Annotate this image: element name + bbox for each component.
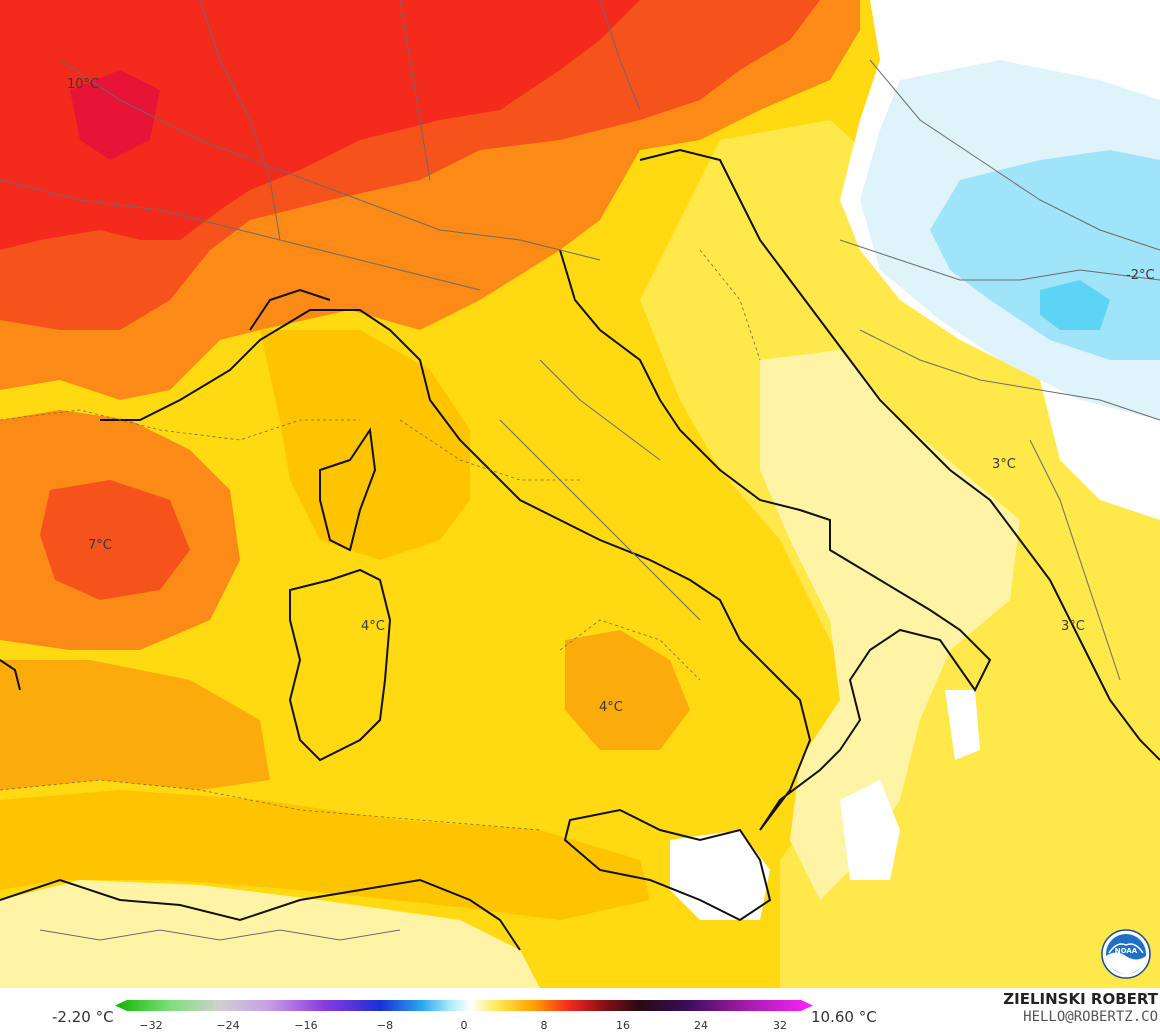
zone-white-east-sea — [945, 690, 980, 760]
balkan-coast — [639, 148, 1160, 761]
temp-label-3c-adriatic: 3°C — [992, 457, 1016, 472]
isotherm-1 — [0, 409, 360, 441]
legend-tick: 8 — [540, 1019, 548, 1032]
coastlines — [0, 148, 1160, 951]
region-borders — [0, 0, 1160, 941]
legend-max-value: 10.60 °C — [811, 1008, 877, 1026]
legend-tick: −32 — [139, 1019, 163, 1032]
zone-deepcyan-core — [1040, 280, 1110, 330]
border-line-6 — [869, 59, 1160, 251]
border-line-12 — [39, 929, 401, 941]
border-line-4 — [399, 0, 431, 181]
legend-tick: −24 — [216, 1019, 240, 1032]
map-canvas — [0, 0, 1160, 988]
sicily-coast — [563, 808, 772, 922]
border-line-3 — [199, 0, 281, 241]
border-line-8 — [859, 329, 1160, 421]
temp-label-minus2c: -2°C — [1126, 268, 1155, 283]
zone-pale-south-africa — [0, 880, 540, 988]
border-line-9 — [1029, 439, 1121, 681]
border-line-1 — [59, 59, 601, 261]
legend-min-value: -2.20 °C — [52, 1008, 114, 1026]
zone-gold-south — [0, 790, 650, 920]
temp-label-10c: 10°C — [67, 77, 100, 92]
italy-coast — [100, 249, 992, 831]
legend-tick: −8 — [376, 1019, 394, 1032]
noaa-logo-icon: NOAA — [1101, 929, 1151, 979]
zone-redorange-west — [40, 480, 190, 600]
border-line-5 — [599, 0, 641, 111]
legend-tick: 32 — [773, 1019, 787, 1032]
ligurian-coast — [249, 288, 331, 331]
zone-lightorange-center-sea — [565, 630, 690, 750]
zone-white-ionian — [840, 780, 900, 880]
legend-tick: 24 — [694, 1019, 708, 1032]
temperature-map: 10°C 7°C 4°C 4°C -2°C 3°C 3°C — [0, 0, 1160, 988]
temp-label-4c-sardinia: 4°C — [361, 619, 385, 634]
zone-gold-tyrrhenian — [260, 330, 470, 560]
zone-deep-red-center — [70, 70, 160, 160]
sardinia-coast — [288, 568, 392, 762]
legend-tick: 16 — [616, 1019, 630, 1032]
color-scale-bar — [115, 1000, 813, 1011]
border-line-10 — [499, 419, 701, 621]
svg-text:NOAA: NOAA — [1115, 947, 1138, 955]
temp-label-4c-sea: 4°C — [599, 700, 623, 715]
zone-red-alps — [0, 0, 640, 250]
isotherms — [0, 249, 761, 831]
border-line-11 — [539, 359, 661, 461]
zone-lightorange-west — [0, 660, 270, 790]
temp-label-3c-greece: 3°C — [1061, 619, 1085, 634]
border-line-7 — [839, 239, 1160, 281]
corsica-coast — [319, 427, 377, 552]
spain-coast — [0, 659, 21, 691]
author-email[interactable]: HELLO@ROBERTZ.CO — [1023, 1009, 1158, 1025]
isotherm-4 — [399, 419, 580, 481]
legend-tick: 0 — [460, 1019, 468, 1032]
temp-label-7c: 7°C — [88, 538, 112, 553]
zone-pale-ionian — [760, 350, 1020, 900]
isotherm-3 — [559, 619, 701, 681]
author-name: ZIELINSKI ROBERT — [1003, 990, 1158, 1008]
africa-coast — [0, 878, 521, 951]
border-line-2 — [0, 179, 481, 291]
legend-footer: -2.20 °C − — [0, 988, 1160, 1035]
legend-tick: −16 — [294, 1019, 318, 1032]
